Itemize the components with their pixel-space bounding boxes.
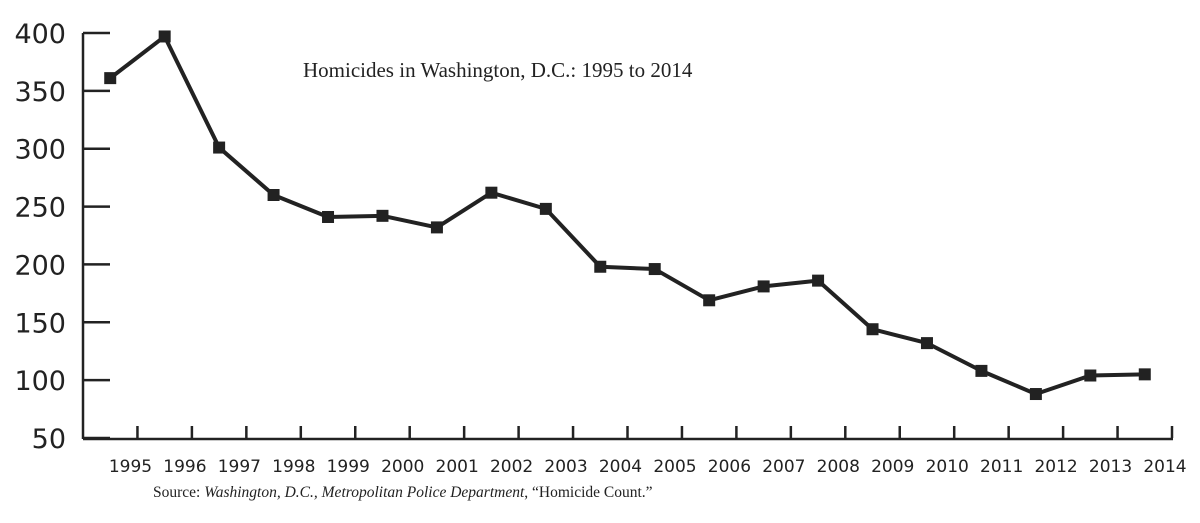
data-point-1998 (267, 189, 280, 201)
source-title: , “Homicide Count.” (524, 484, 653, 501)
y-tick-label: 350 (14, 77, 66, 108)
x-tick-label: 1997 (218, 457, 261, 477)
data-point-2008 (812, 274, 825, 287)
y-tick-label: 300 (14, 135, 66, 166)
data-point-2013 (1084, 369, 1097, 382)
data-point-2001 (430, 221, 443, 234)
x-tick-label: 2007 (762, 457, 805, 477)
x-tick-label: 2006 (708, 457, 751, 477)
x-tick-label: 2012 (1034, 457, 1077, 477)
y-tick-label: 50 (32, 424, 66, 455)
x-tick-label: 2008 (817, 457, 860, 477)
data-point-2007 (757, 280, 770, 293)
data-point-2004 (594, 260, 607, 273)
source-publisher: Washington, D.C., Metropolitan Police De… (204, 484, 525, 501)
data-point-2006 (703, 294, 716, 307)
x-tick-label: 2013 (1089, 457, 1132, 477)
data-point-2010 (920, 337, 933, 350)
data-point-2009 (866, 323, 879, 336)
data-point-1999 (322, 210, 335, 223)
x-tick-label: 1995 (109, 457, 152, 477)
data-point-2005 (648, 263, 661, 276)
chart-title: Homicides in Washington, D.C.: 1995 to 2… (303, 58, 693, 82)
x-tick-label: 1996 (163, 457, 206, 477)
x-tick-label: 2000 (381, 457, 424, 477)
x-tick-label: 2010 (926, 457, 969, 477)
y-tick-label: 150 (14, 308, 66, 339)
data-point-2014 (1138, 368, 1151, 381)
y-tick-label: 200 (14, 250, 66, 281)
data-point-1997 (213, 141, 226, 154)
y-tick-label: 400 (14, 19, 66, 50)
x-tick-label: 2011 (980, 457, 1023, 477)
y-tick-label: 100 (14, 366, 66, 397)
y-tick-label: 250 (14, 193, 66, 224)
series-line (109, 34, 1145, 397)
x-tick-label: 2009 (871, 457, 914, 477)
data-point-2000 (376, 209, 389, 222)
x-tick-label: 1999 (327, 457, 370, 477)
x-tick-label: 2001 (436, 457, 479, 477)
x-tick-label: 2003 (544, 457, 587, 477)
data-point-2003 (539, 202, 552, 215)
data-point-2012 (1029, 388, 1042, 401)
data-point-1995 (104, 72, 117, 85)
data-point-1996 (158, 30, 171, 43)
source-prefix: Source: (153, 484, 205, 501)
source-note: Source: Washington, D.C., Metropolitan P… (153, 484, 653, 502)
data-point-2011 (975, 364, 988, 377)
x-tick-label: 2002 (490, 457, 533, 477)
x-tick-label: 2004 (599, 457, 642, 477)
data-point-2002 (485, 186, 498, 199)
x-tick-label: 2014 (1143, 457, 1186, 477)
x-tick-label: 1998 (272, 457, 315, 477)
x-tick-label: 2005 (653, 457, 696, 477)
